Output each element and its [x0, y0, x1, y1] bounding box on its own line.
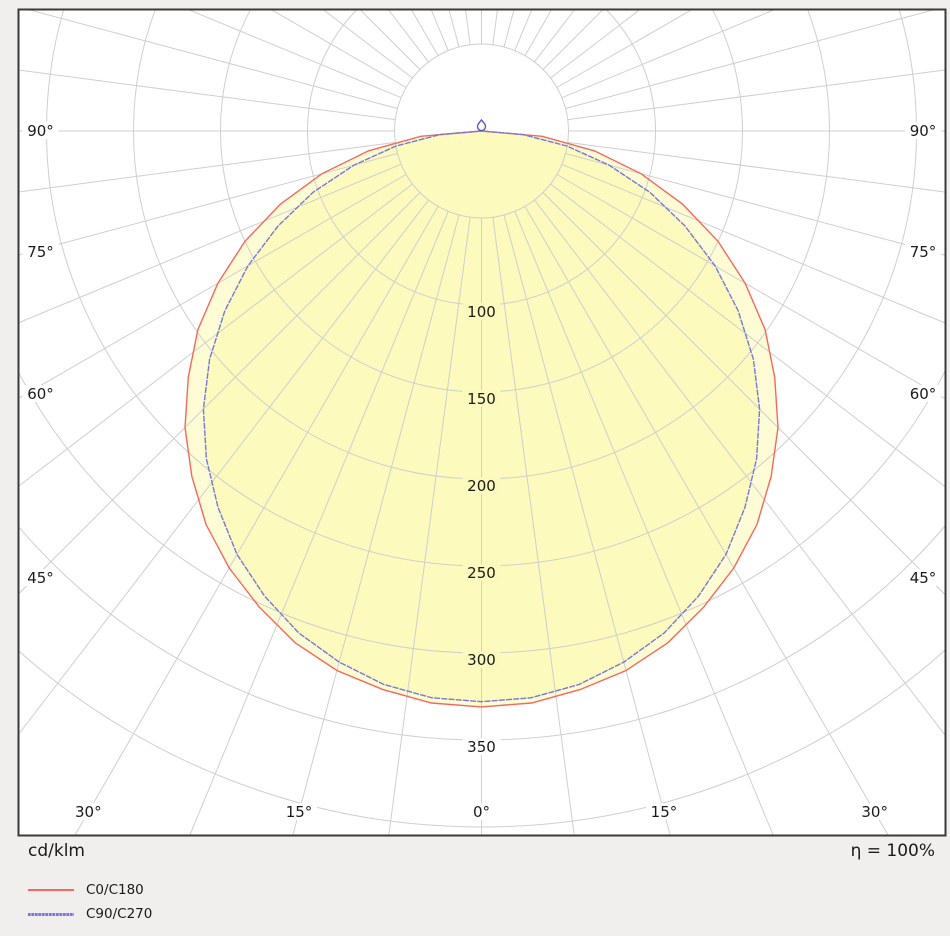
grid-spoke: [189, 211, 449, 836]
grid-spoke: [186, 9, 402, 99]
ring-label-patch: [462, 651, 501, 668]
grid-spoke: [567, 141, 946, 193]
angle-label-patch: [905, 569, 941, 586]
legend-item-c90-c270: C90/C270: [28, 902, 152, 926]
grid-spoke: [567, 69, 946, 121]
angle-label-patch: [22, 569, 59, 586]
legend: C0/C180 C90/C270: [28, 878, 152, 926]
angle-label: 90°: [910, 122, 937, 140]
angle-label-patch: [905, 122, 941, 139]
grid-spoke: [388, 217, 471, 836]
grid-spoke: [18, 163, 402, 324]
unit-label: cd/klm: [28, 841, 85, 861]
angle-label-patch: [463, 803, 500, 820]
grid-spoke: [542, 192, 946, 596]
angle-label: 15°: [286, 803, 313, 821]
grid-spoke: [565, 9, 937, 109]
ring-label: 250: [467, 564, 496, 582]
grid-spoke: [556, 174, 946, 400]
angle-label-patch: [22, 122, 59, 139]
plot-border: [17, 8, 947, 837]
grid-spoke: [514, 211, 774, 836]
grid-spoke: [561, 163, 946, 324]
grid-spoke: [74, 206, 439, 836]
ring-label: 150: [467, 390, 496, 408]
angle-label-patch: [70, 803, 107, 820]
grid-spoke: [18, 153, 398, 256]
grid-spoke: [292, 214, 460, 836]
angle-label: 45°: [910, 569, 937, 587]
grid-spoke: [18, 174, 407, 399]
angle-label: 30°: [861, 803, 888, 821]
ring-label: 200: [467, 477, 496, 495]
footer-bar: cd/klm η = 100%: [18, 841, 945, 863]
angle-label: 75°: [27, 243, 54, 261]
grid-spoke: [503, 214, 671, 836]
angle-label-patch: [22, 385, 59, 402]
grid-spoke: [26, 9, 398, 109]
grid-spoke: [18, 192, 421, 595]
grid-spoke: [18, 183, 413, 487]
ring-labels: 100 150 200 250 300 350: [462, 303, 501, 756]
angle-label: 30°: [75, 803, 102, 821]
curve-c90-c270: [202, 130, 761, 703]
legend-item-c0-c180: C0/C180: [28, 878, 152, 902]
grid-spoke: [492, 217, 575, 836]
ring-label-patch: [462, 564, 501, 581]
ring-label-patch: [462, 303, 501, 320]
angle-label: 45°: [27, 569, 54, 587]
ring-label-patch: [462, 738, 501, 755]
ring-label: 100: [467, 303, 496, 321]
angle-label: 90°: [27, 122, 54, 140]
legend-label-c90-c270: C90/C270: [86, 906, 153, 922]
angle-label-patch: [905, 243, 941, 260]
angle-label: 60°: [27, 385, 54, 403]
grid-spoke: [18, 141, 396, 193]
angle-label: 0°: [473, 803, 490, 821]
grid-spoke: [524, 206, 889, 836]
angle-label-patch: [22, 243, 59, 260]
c0-c180-line-swatch: [28, 889, 74, 891]
ring-label-patch: [462, 390, 501, 407]
angle-label-patch: [281, 803, 318, 820]
grid-spoke: [561, 9, 777, 99]
angle-label-patch: [645, 803, 682, 820]
grid-spoke: [18, 199, 429, 736]
angle-label: 60°: [910, 385, 937, 403]
angle-label-patch: [905, 385, 941, 402]
angle-labels: 90° 90° 75° 75° 60° 60° 45° 45° 30° 15° 0° 15° 30°: [22, 122, 941, 821]
angle-label: 75°: [910, 243, 937, 261]
efficiency-label: η = 100%: [850, 841, 935, 861]
grid-spoke: [565, 153, 946, 256]
angle-label: 15°: [651, 803, 678, 821]
ring-label: 350: [467, 738, 496, 756]
ring-label-patch: [462, 477, 501, 494]
grid-spoke: [534, 199, 946, 737]
legend-label-c0-c180: C0/C180: [86, 882, 144, 898]
ring-label: 300: [467, 651, 496, 669]
grid-spoke: [18, 69, 396, 121]
grid-spoke: [550, 183, 946, 488]
angle-label-patch: [856, 803, 893, 820]
c90-c270-line-swatch: [28, 912, 74, 916]
luminaire-marker-icon: [476, 118, 487, 132]
curve-c0-c180: [184, 130, 779, 708]
